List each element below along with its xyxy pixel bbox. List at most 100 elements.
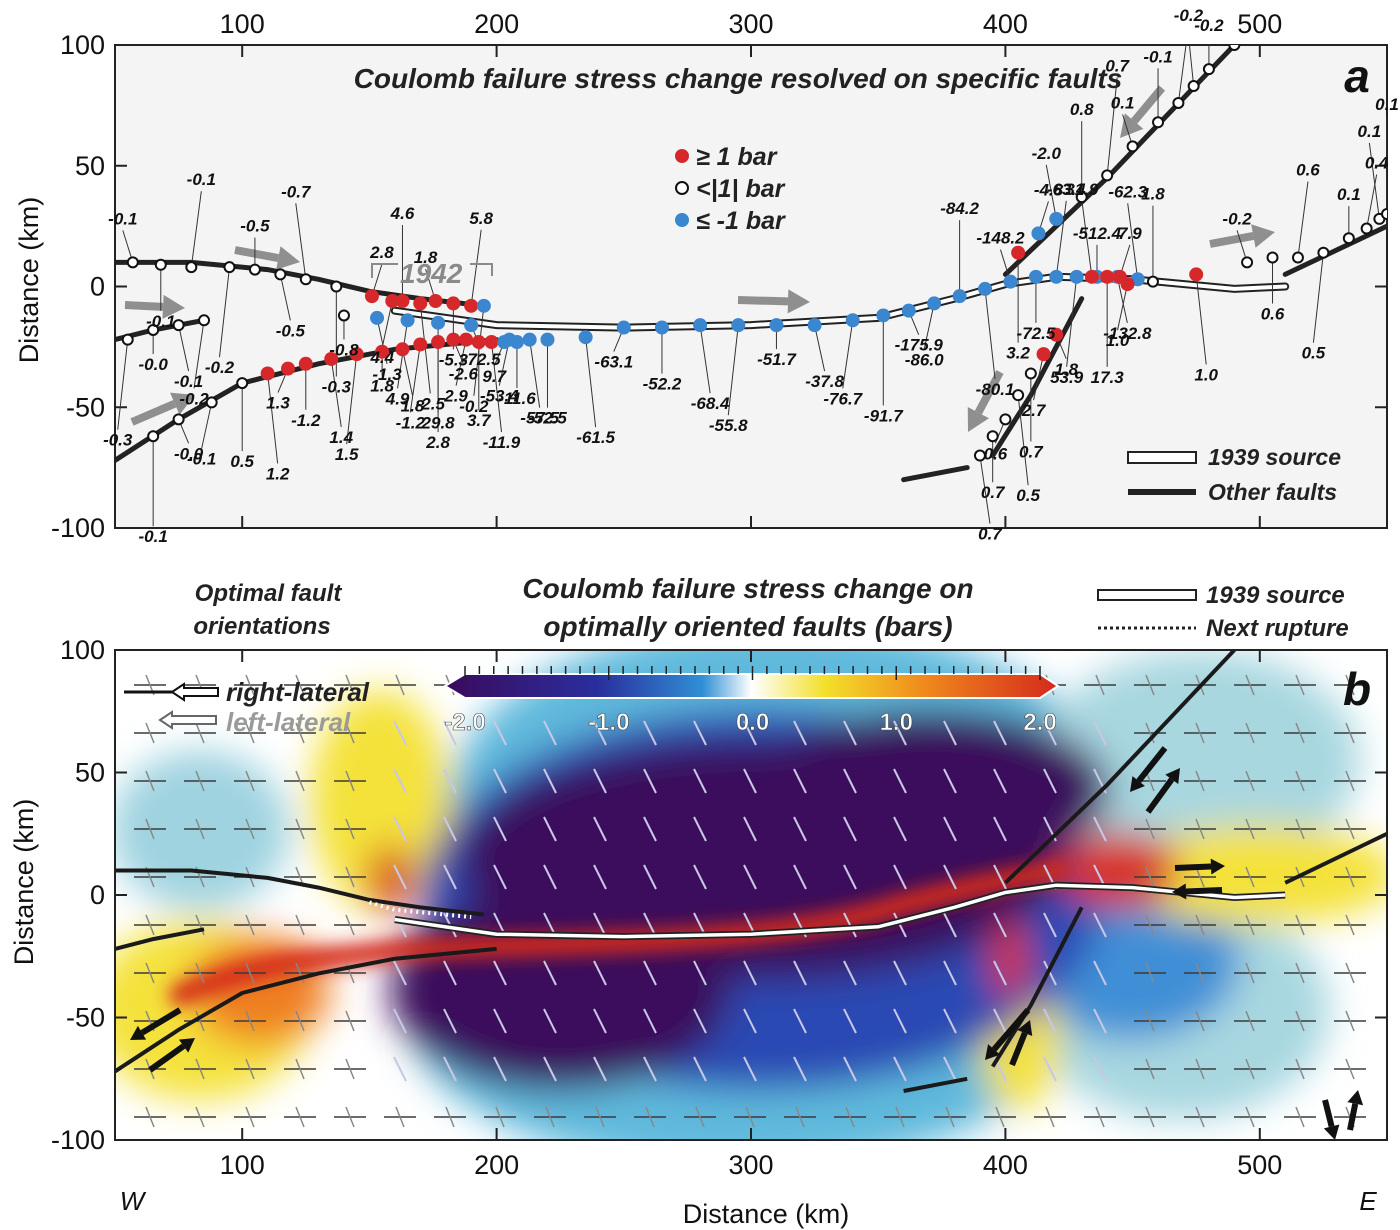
stress-value-label: 17.3 xyxy=(1091,368,1125,387)
stress-point-negative xyxy=(578,330,593,345)
orientation-tick xyxy=(743,768,757,794)
stress-point-positive xyxy=(459,332,474,347)
orientation-tick xyxy=(743,720,757,746)
orientation-tick-conjugate xyxy=(1295,722,1305,744)
orientation-tick xyxy=(793,960,807,986)
value-leader xyxy=(984,288,996,379)
stress-value-label: 0.7 xyxy=(981,483,1006,502)
stress-value-label: -2.5 xyxy=(416,394,446,413)
legend-neutral-label: <|1| bar xyxy=(696,175,786,203)
orientation-tick xyxy=(843,960,857,986)
orientation-tick xyxy=(993,720,1007,746)
rupture-1942-label: 1942 xyxy=(400,258,463,289)
stress-value-label: -72.5 xyxy=(462,350,501,369)
orientation-tick xyxy=(993,768,1007,794)
stress-point-neutral xyxy=(1360,222,1373,235)
stress-value-label: -0.3 xyxy=(103,431,133,450)
b-slip-arrow-shaft xyxy=(140,1007,182,1036)
value-leader xyxy=(1312,252,1324,343)
stress-value-label: -0.1 xyxy=(146,312,175,331)
orientation-tick xyxy=(393,960,407,986)
orientation-tick xyxy=(943,1008,957,1034)
stress-point-positive xyxy=(1049,327,1064,342)
stress-point-positive xyxy=(471,335,486,350)
b-slip-arrow-head xyxy=(1130,776,1145,792)
stress-value-label: -63.4 xyxy=(1047,180,1086,199)
stress-value-label: 1.3 xyxy=(266,394,290,413)
value-leader xyxy=(409,344,421,413)
orientation-tick-conjugate xyxy=(295,770,305,792)
legend-other-faults-label: Other faults xyxy=(1208,479,1337,505)
value-leader xyxy=(699,325,711,394)
point-legend: ≥ 1 bar <|1| bar ≤ -1 bar xyxy=(675,143,786,235)
stress-point-neutral xyxy=(1381,208,1387,221)
orientation-tick-conjugate xyxy=(245,914,255,936)
stress-value-label: 0.7 xyxy=(978,525,1003,544)
stress-value-label: -0.1 xyxy=(187,170,216,189)
orientation-tick-conjugate xyxy=(1145,722,1155,744)
stress-point-positive xyxy=(431,335,446,350)
colorbar-labels: -2.0 -1.0 0.0 1.0 2.0 xyxy=(444,709,1057,737)
stress-point-neutral xyxy=(126,256,139,269)
orientation-tick-conjugate xyxy=(1345,818,1355,840)
orientation-tick-conjugate xyxy=(1345,770,1355,792)
slip-arrow-head xyxy=(1120,113,1144,138)
stress-point-positive xyxy=(364,289,379,304)
value-leader xyxy=(178,325,190,372)
x-tick-label: 200 xyxy=(474,9,519,39)
orientation-tick-conjugate xyxy=(595,1106,605,1128)
stress-point-positive xyxy=(375,344,390,359)
orientation-tick-conjugate xyxy=(195,722,205,744)
orientation-tick-conjugate xyxy=(1345,1058,1355,1080)
value-leader xyxy=(1127,203,1139,280)
stress-point-neutral xyxy=(1228,45,1241,51)
stress-point-negative xyxy=(901,303,916,318)
orientation-tick xyxy=(943,864,957,890)
stress-value-label: -72.5 xyxy=(1017,324,1056,343)
b-slip-arrow-shaft xyxy=(1136,746,1168,783)
colorbar: -2.0 -1.0 0.0 1.0 2.0 xyxy=(443,666,1060,737)
stress-value-label: -84.2 xyxy=(940,199,979,218)
stress-point-neutral xyxy=(973,449,986,462)
orientation-tick xyxy=(843,1056,857,1082)
left-lateral-arrow-icon xyxy=(158,710,217,730)
rupture-1942-annotation: 1942 xyxy=(371,258,493,289)
slip-arrow-shaft xyxy=(737,296,789,306)
orientation-tick xyxy=(493,816,507,842)
slip-sense-legend: right-lateral left-lateral xyxy=(124,677,370,737)
stress-point-neutral xyxy=(1126,140,1139,153)
slip-arrow-head xyxy=(170,392,195,415)
stress-value-label: -52.2 xyxy=(643,375,682,394)
stress-point-positive xyxy=(385,293,400,308)
stress-point-positive xyxy=(413,296,428,311)
stress-point-neutral xyxy=(205,396,218,409)
orientation-tick xyxy=(693,720,707,746)
orientation-tick-conjugate xyxy=(845,1106,855,1128)
orientation-tick xyxy=(893,816,907,842)
b-slip-arrow-head xyxy=(130,1025,147,1040)
stress-point-neutral xyxy=(1202,63,1215,76)
west-label: W xyxy=(120,1186,147,1216)
stress-point-neutral xyxy=(1152,116,1165,129)
orientation-tick-conjugate xyxy=(1195,1058,1205,1080)
orientation-tick xyxy=(1043,768,1057,794)
value-leader xyxy=(295,203,307,280)
orientation-tick xyxy=(543,816,557,842)
b-slip-arrow-shaft xyxy=(991,1008,1031,1052)
stress-value-label: -1.3 xyxy=(372,365,402,384)
x-tick-label: 500 xyxy=(1237,1150,1282,1180)
stress-point-positive xyxy=(1120,277,1135,292)
stress-point-neutral xyxy=(999,413,1012,426)
orientation-tick-conjugate xyxy=(495,1106,505,1128)
stress-point-neutral xyxy=(274,268,287,281)
orientation-tick xyxy=(443,960,457,986)
stress-point-neutral xyxy=(1024,367,1037,380)
orientation-tick xyxy=(643,720,657,746)
stress-point-negative xyxy=(876,308,891,323)
stress-value-label: 1.2 xyxy=(266,464,290,483)
stress-value-label: 7.9 xyxy=(1118,224,1142,243)
orientation-tick-conjugate xyxy=(1245,866,1255,888)
orientation-tick-conjugate xyxy=(295,1010,305,1032)
orientation-tick xyxy=(893,720,907,746)
orientation-tick xyxy=(793,720,807,746)
